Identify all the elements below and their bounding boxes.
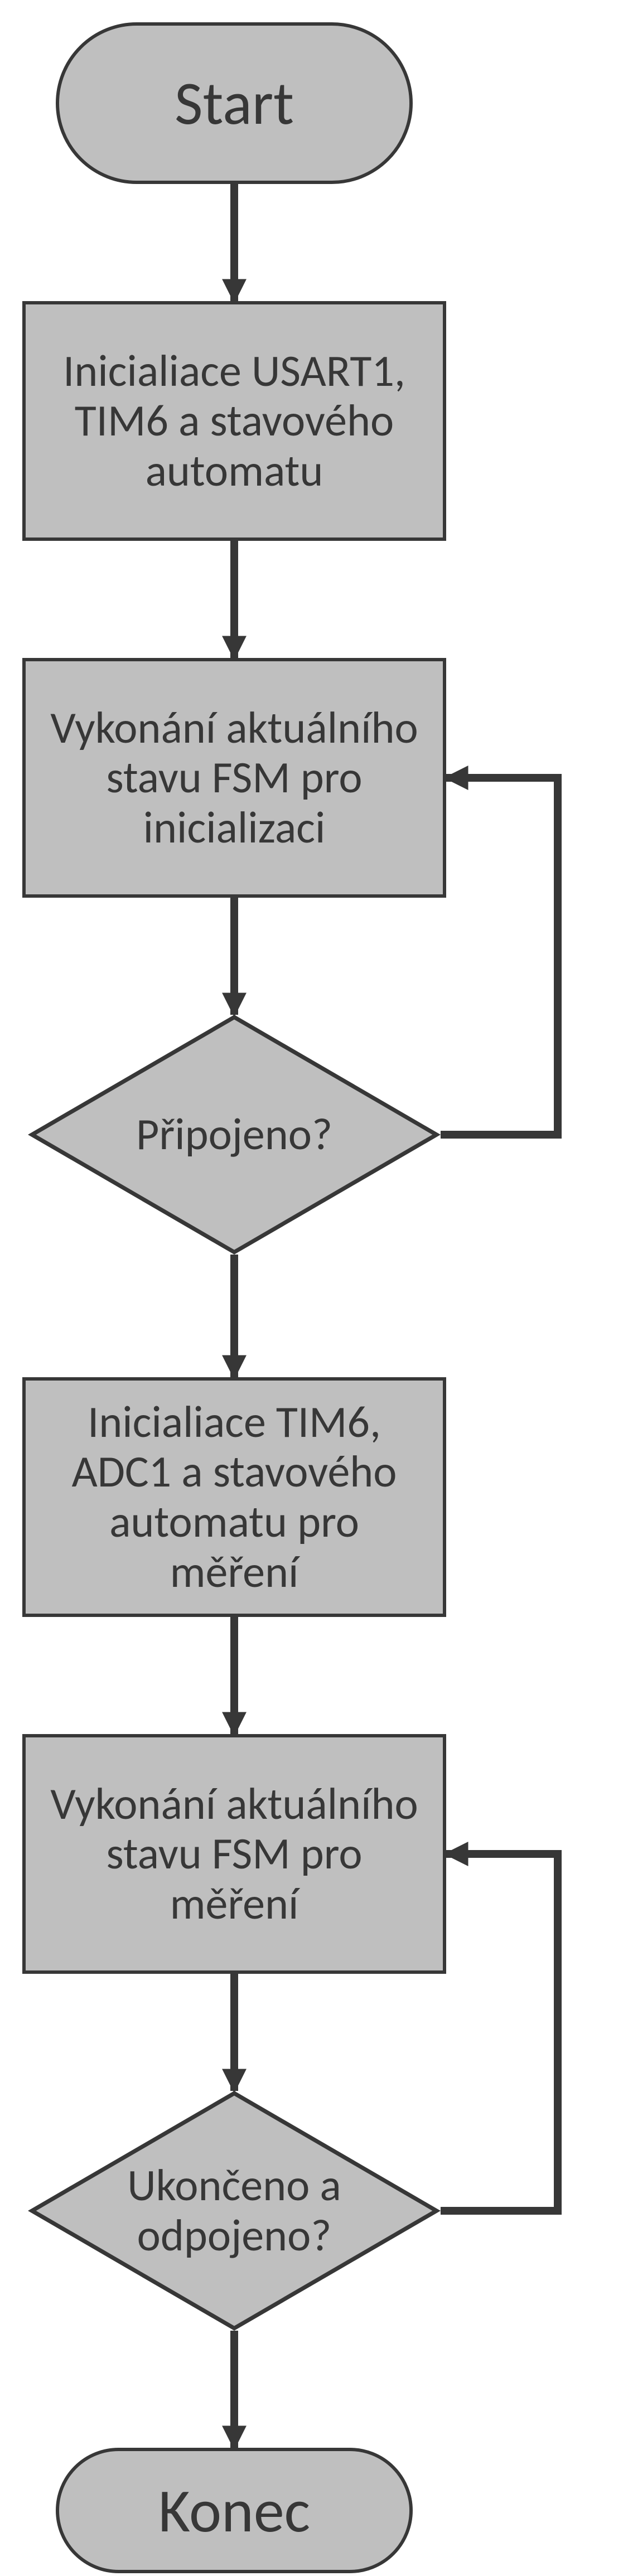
node-dec1: Připojeno? bbox=[28, 1015, 441, 1255]
node-end: Konec bbox=[56, 2448, 413, 2573]
node-init2: Inicialiace TIM6, ADC1 a stavového autom… bbox=[22, 1377, 446, 1617]
node-exec2: Vykonání aktuálního stavu FSM pro měření bbox=[22, 1734, 446, 1974]
edge-dec2-exec2 bbox=[441, 1854, 558, 2211]
node-dec2: Ukončeno a odpojeno? bbox=[28, 2091, 441, 2331]
flowchart-canvas: Start Inicialiace USART1, TIM6 a stavovéh… bbox=[0, 0, 628, 2576]
node-init1: Inicialiace USART1, TIM6 a stavového aut… bbox=[22, 301, 446, 541]
node-start: Start bbox=[56, 22, 413, 184]
edge-dec1-exec1 bbox=[441, 778, 558, 1135]
node-exec1: Vykonání aktuálního stavu FSM pro inicia… bbox=[22, 658, 446, 898]
